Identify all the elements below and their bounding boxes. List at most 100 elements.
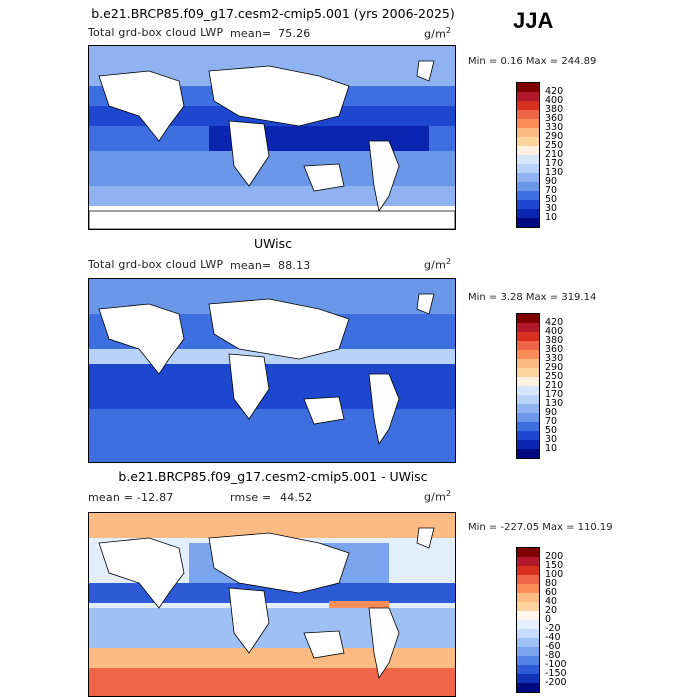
- panel-1-minmax: Min = 0.16 Max = 244.89: [468, 56, 597, 67]
- colorbar-tick-label: 380: [545, 335, 564, 346]
- colorbar-swatch: [517, 602, 539, 611]
- colorbar-swatch: [517, 665, 539, 674]
- colorbar-tick-label: 380: [545, 104, 564, 115]
- colorbar-swatch: [517, 656, 539, 665]
- colorbar-swatch: [517, 146, 539, 155]
- colorbar-tick-label: 420: [545, 86, 564, 97]
- panel-3-map-svg: [89, 513, 455, 696]
- colorbar-swatch: [517, 218, 539, 227]
- colorbar-tick-label: 210: [545, 149, 564, 160]
- colorbar-tick-label: 150: [545, 560, 564, 571]
- colorbar-tick-label: -40: [545, 632, 561, 643]
- colorbar-tick-label: 50: [545, 194, 558, 205]
- colorbar-swatch: [517, 83, 539, 92]
- panel-3-units: g/m2: [424, 489, 452, 504]
- colorbar-tick-label: 80: [545, 578, 558, 589]
- colorbar-swatch: [517, 575, 539, 584]
- colorbar-swatch: [517, 548, 539, 557]
- colorbar-tick-label: 70: [545, 416, 558, 427]
- colorbar-swatch: [517, 359, 539, 368]
- colorbar-swatch: [517, 368, 539, 377]
- panel-2-title: UWisc: [253, 236, 293, 251]
- colorbar-tick-label: 360: [545, 113, 564, 124]
- colorbar-tick-label: 30: [545, 434, 558, 445]
- colorbar-swatch: [517, 119, 539, 128]
- colorbar-tick-label: 210: [545, 380, 564, 391]
- panel-2-variable-label: Total grd-box cloud LWP: [88, 258, 224, 271]
- panel-2-map: [88, 278, 456, 463]
- colorbar-swatch: [517, 611, 539, 620]
- colorbar-swatch: [517, 332, 539, 341]
- colorbar-tick-label: 170: [545, 158, 564, 169]
- colorbar-swatch: [517, 449, 539, 458]
- panel-2-units: g/m2: [424, 257, 452, 272]
- panel-2-stat-value: 88.13: [278, 259, 311, 272]
- colorbar-swatch: [517, 128, 539, 137]
- colorbar-tick-label: -150: [545, 668, 567, 679]
- colorbar-swatch: [517, 314, 539, 323]
- panel-1-map-svg: [89, 46, 455, 229]
- panel-1-variable-label: Total grd-box cloud LWP: [88, 26, 224, 39]
- colorbar-swatch: [517, 377, 539, 386]
- colorbar-swatch: [517, 404, 539, 413]
- panel-2-minmax: Min = 3.28 Max = 319.14: [468, 292, 597, 303]
- colorbar-swatch: [517, 413, 539, 422]
- colorbar-swatch: [517, 386, 539, 395]
- colorbar-tick-label: 170: [545, 389, 564, 400]
- colorbar-tick-label: 130: [545, 398, 564, 409]
- colorbar-tick-label: -60: [545, 641, 561, 652]
- colorbar-swatch: [517, 683, 539, 692]
- panel-2-stat-label: mean=: [230, 259, 272, 272]
- colorbar-tick-label: 330: [545, 122, 564, 133]
- panel-3-map: [88, 512, 456, 697]
- colorbar-swatch: [517, 557, 539, 566]
- colorbar-swatch: [517, 209, 539, 218]
- colorbar-swatch: [517, 566, 539, 575]
- colorbar-tick-label: 90: [545, 407, 558, 418]
- colorbar-swatch: [517, 584, 539, 593]
- panel-3-title: b.e21.BRCP85.f09_g17.cesm2-cmip5.001 - U…: [118, 469, 428, 484]
- season-label: JJA: [513, 8, 554, 33]
- colorbar-tick-label: -200: [545, 677, 567, 688]
- panel-1-stat-value: 75.26: [278, 27, 311, 40]
- colorbar-swatch: [517, 647, 539, 656]
- panel-1-title: b.e21.BRCP85.f09_g17.cesm2-cmip5.001 (yr…: [91, 6, 455, 21]
- colorbar-tick-label: 60: [545, 587, 558, 598]
- panel-3-colorbar: 200 150 100 80 60 40 20 0 -20 -40 -60 -80 -100 -150 -2…: [516, 547, 567, 693]
- panel-1-colorbar: 420 400 380 360 330 290 250 210 170 130 90 70 50 30 10: [516, 82, 563, 228]
- colorbar-swatch: [517, 431, 539, 440]
- panel-3-mean-label: mean = -12.87: [88, 491, 174, 504]
- colorbar-tick-label: 400: [545, 95, 564, 106]
- colorbar-swatch: [517, 638, 539, 647]
- colorbar-tick-label: -80: [545, 650, 561, 661]
- colorbar-swatch: [517, 674, 539, 683]
- panel-1-stat-label: mean=: [230, 27, 272, 40]
- colorbar-swatch: [517, 191, 539, 200]
- colorbar-tick-label: 290: [545, 362, 564, 373]
- colorbar-tick-label: 10: [545, 212, 558, 223]
- colorbar-tick-label: 30: [545, 203, 558, 214]
- colorbar-swatch: [517, 593, 539, 602]
- colorbar-swatch: [517, 155, 539, 164]
- colorbar-tick-label: 0: [545, 614, 552, 625]
- colorbar-tick-label: 40: [545, 596, 558, 607]
- colorbar-swatch: [517, 182, 539, 191]
- colorbar-swatch: [517, 620, 539, 629]
- panel-1-units: g/m2: [424, 26, 452, 41]
- colorbar-tick-label: 100: [545, 569, 564, 580]
- colorbar-tick-label: 50: [545, 425, 558, 436]
- colorbar-tick-label: 200: [545, 551, 564, 562]
- colorbar-tick-label: -20: [545, 623, 561, 634]
- colorbar-tick-label: 90: [545, 176, 558, 187]
- panel-1-map: [88, 45, 456, 230]
- colorbar-swatch: [517, 350, 539, 359]
- colorbar-tick-label: -100: [545, 659, 567, 670]
- colorbar-tick-label: 250: [545, 140, 564, 151]
- colorbar-swatch: [517, 110, 539, 119]
- colorbar-tick-label: 130: [545, 167, 564, 178]
- colorbar-tick-label: 250: [545, 371, 564, 382]
- colorbar-swatch: [517, 629, 539, 638]
- colorbar-tick-label: 330: [545, 353, 564, 364]
- panel-3-stat-value: 44.52: [280, 491, 313, 504]
